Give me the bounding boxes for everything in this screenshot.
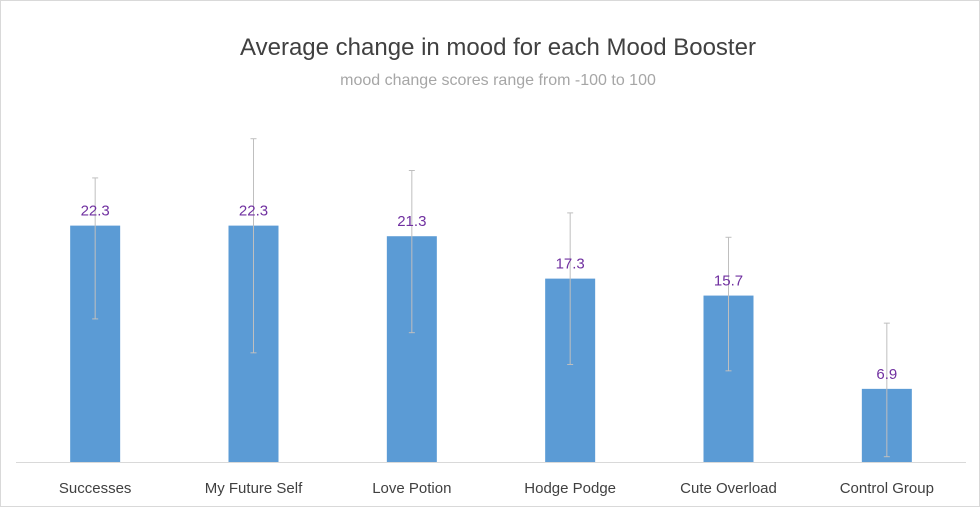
data-label: 6.9 bbox=[876, 366, 897, 383]
data-label: 21.3 bbox=[397, 213, 426, 230]
data-label: 17.3 bbox=[556, 256, 585, 273]
chart-title: Average change in mood for each Mood Boo… bbox=[240, 34, 756, 61]
x-tick-label: My Future Self bbox=[205, 480, 303, 497]
chart-subtitle: mood change scores range from -100 to 10… bbox=[340, 72, 656, 89]
x-tick-label: Control Group bbox=[840, 480, 934, 497]
data-label: 22.3 bbox=[81, 203, 110, 220]
data-label: 15.7 bbox=[714, 273, 743, 290]
x-tick-label: Cute Overload bbox=[680, 480, 777, 497]
data-label: 22.3 bbox=[239, 203, 268, 220]
x-tick-label: Successes bbox=[59, 480, 132, 497]
x-tick-label: Love Potion bbox=[372, 480, 451, 497]
x-tick-label: Hodge Podge bbox=[524, 480, 616, 497]
